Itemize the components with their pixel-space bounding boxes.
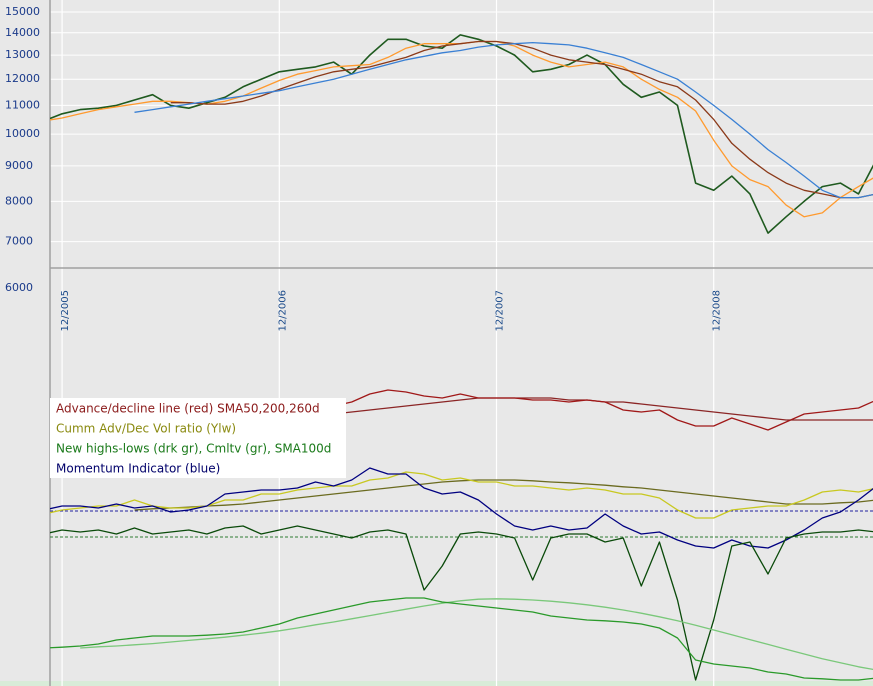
legend-entry: Momentum Indicator (blue) <box>56 462 220 476</box>
grid <box>50 11 873 243</box>
legend: Advance/decline line (red) SMA50,200,260… <box>56 402 331 476</box>
y-tick-label: 10000 <box>5 127 40 140</box>
labels: 6000 7000 8000 9000 10000 11000 12000 13000 1400… <box>5 5 723 332</box>
series-line <box>50 525 873 681</box>
indicator-panel <box>50 389 873 681</box>
y-tick-label: 15000 <box>5 5 40 18</box>
y-tick-label: 7000 <box>5 235 33 248</box>
y-tick-label: 6000 <box>5 281 33 294</box>
series-line <box>170 40 873 199</box>
x-tick-label: 12/2005 <box>60 290 71 332</box>
x-tick-label: 12/2006 <box>277 290 288 332</box>
series-line <box>50 34 873 234</box>
y-tick-label: 14000 <box>5 26 40 39</box>
series-line <box>134 479 873 511</box>
x-tick-label: 12/2008 <box>712 290 723 332</box>
series-line <box>50 471 873 519</box>
legend-entry: Cumm Adv/Dec Vol ratio (Ylw) <box>56 422 236 436</box>
legend-entry: New highs-lows (drk gr), Cmltv (gr), SMA… <box>56 442 331 456</box>
y-tick-label: 13000 <box>5 48 40 61</box>
series-line <box>80 598 873 671</box>
y-tick-label: 12000 <box>5 72 40 85</box>
bottom-strip <box>0 681 873 686</box>
series-line <box>50 597 873 681</box>
legend-entry: Advance/decline line (red) SMA50,200,260… <box>56 402 320 416</box>
legend-box <box>50 398 346 478</box>
y-tick-label: 11000 <box>5 98 40 111</box>
y-tick-label: 8000 <box>5 194 33 207</box>
x-tick-label: 12/2007 <box>495 290 506 332</box>
y-tick-label: 9000 <box>5 159 33 172</box>
series-line <box>333 389 873 431</box>
price-panel <box>50 34 873 234</box>
series-line <box>50 467 873 549</box>
series-line <box>134 41 873 199</box>
